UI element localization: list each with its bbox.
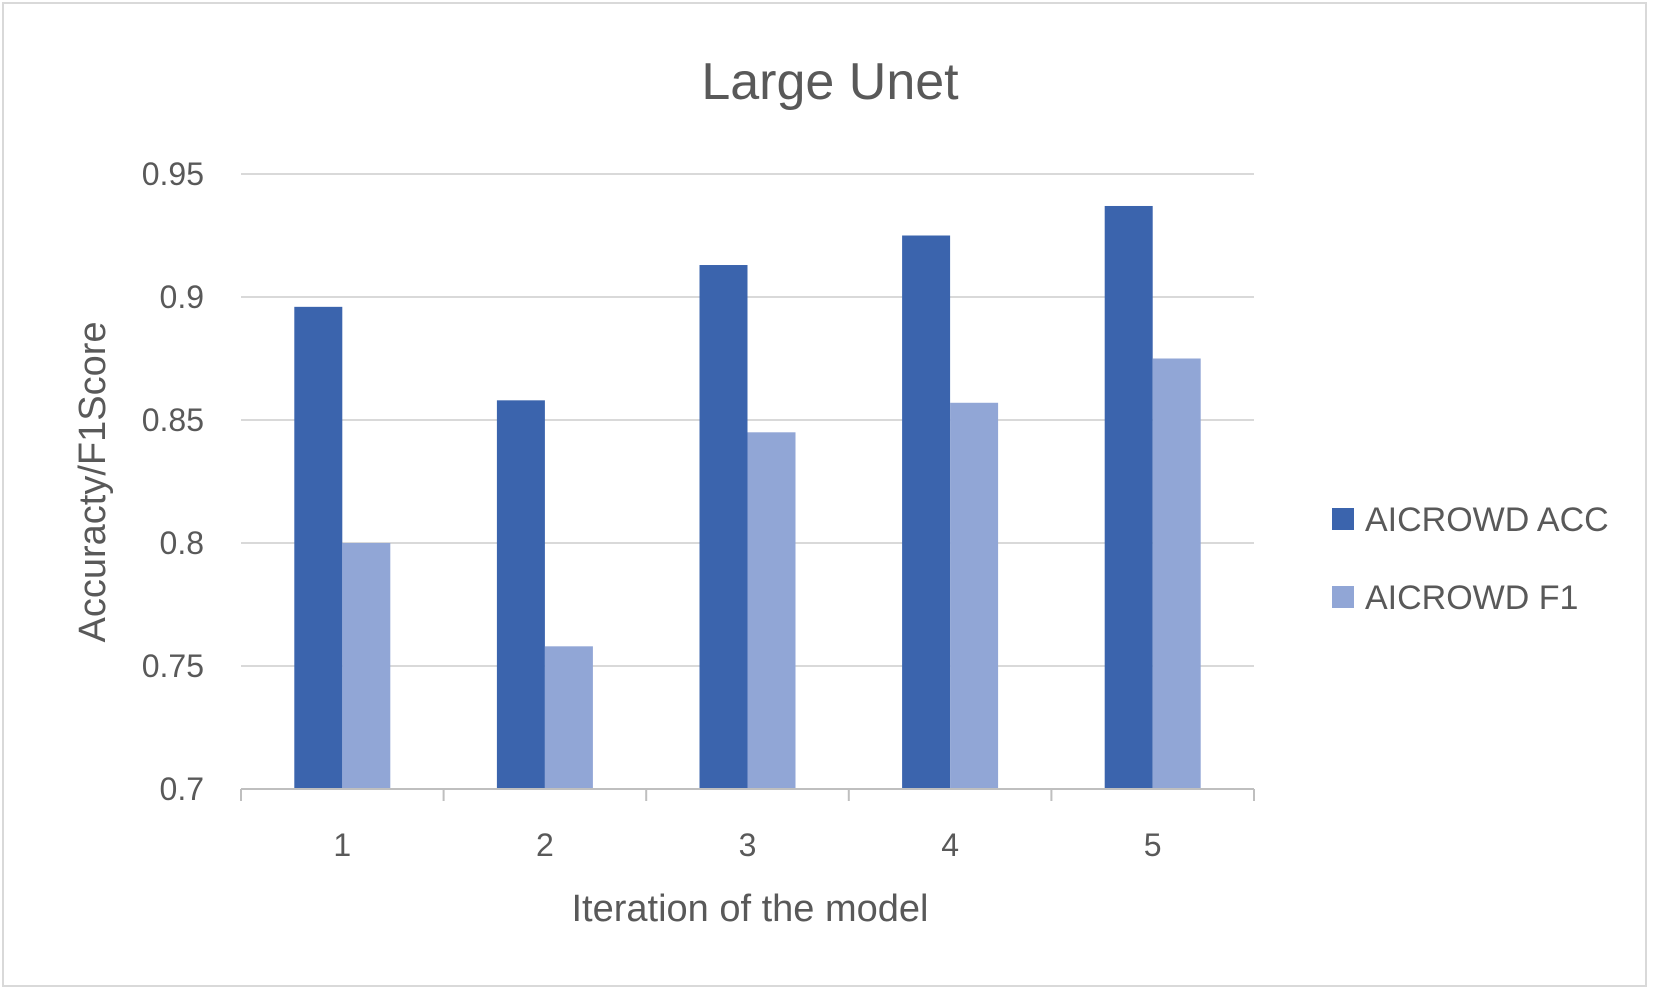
x-tick-label: 4: [941, 827, 959, 863]
bar-acc-4: [902, 235, 951, 789]
y-axis-ticks: 0.7 0.75 0.8 0.85 0.9 0.95: [142, 156, 204, 807]
legend-label: AICROWD F1: [1365, 579, 1578, 617]
bar-f1-3: [747, 432, 796, 789]
y-tick-label: 0.95: [142, 156, 204, 192]
x-axis-title: Iteration of the model: [572, 888, 929, 930]
bar-f1-4: [950, 402, 999, 789]
legend-label: AICROWD ACC: [1365, 501, 1609, 539]
y-tick-label: 0.85: [142, 402, 204, 438]
bar-f1-2: [544, 646, 593, 789]
x-axis: [240, 788, 1255, 801]
bar-acc-1: [294, 306, 343, 789]
bar-acc-5: [1104, 205, 1153, 790]
y-tick-label: 0.8: [160, 525, 204, 561]
y-tick-label: 0.75: [142, 648, 204, 684]
x-tick-label: 2: [536, 827, 554, 863]
x-tick-label: 5: [1144, 827, 1162, 863]
bars: [294, 205, 1201, 790]
legend-swatch: [1332, 508, 1354, 530]
legend: AICROWD ACC AICROWD F1: [1332, 501, 1609, 617]
y-axis-title: Accuracty/F1Score: [72, 322, 114, 643]
bar-chart: Large Unet 0.7 0.75 0.8 0.85 0.9 0.95 1 2 3 4 5 I…: [72, 53, 1609, 930]
bar-acc-3: [699, 265, 748, 789]
y-tick-label: 0.9: [160, 279, 204, 315]
bar-acc-2: [496, 400, 545, 789]
chart-title: Large Unet: [701, 53, 959, 111]
y-tick-label: 0.7: [160, 771, 204, 807]
x-tick-label: 1: [333, 827, 351, 863]
bar-f1-1: [342, 543, 391, 789]
x-tick-label: 3: [739, 827, 757, 863]
x-axis-ticks: 1 2 3 4 5: [333, 827, 1161, 863]
bar-f1-5: [1152, 358, 1201, 789]
legend-swatch: [1332, 586, 1354, 608]
